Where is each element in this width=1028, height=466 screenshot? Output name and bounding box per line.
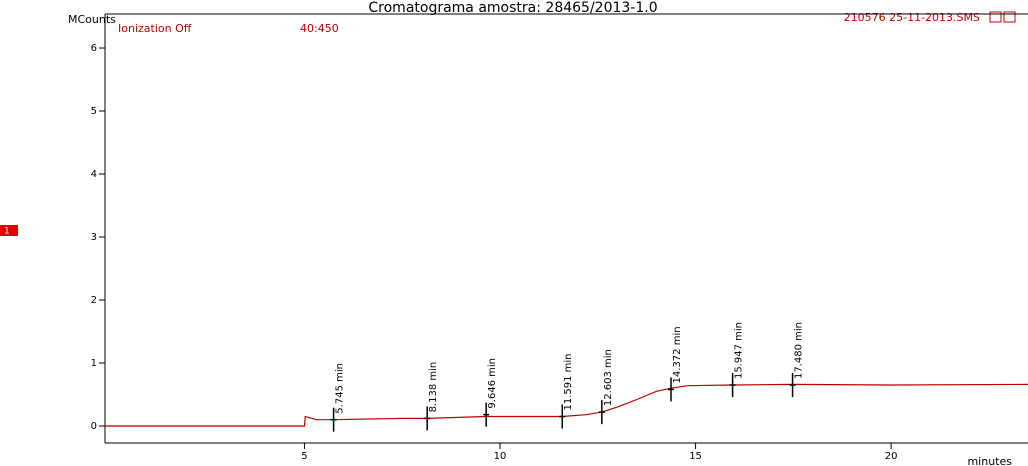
peak-label: 11.591 min [563,354,574,411]
peak-marker [668,377,675,402]
ionization-note: Ionization Off [118,22,192,35]
y-tick-label: 2 [91,295,97,306]
trace-marker: 1 [4,227,10,237]
trace-marker-box [0,225,18,236]
y-tick-label: 5 [91,106,97,117]
x-tick-label: 15 [689,451,702,462]
x-tick-label: 5 [301,451,307,462]
peak-label: 5.745 min [335,363,346,414]
restore-button[interactable] [989,11,1002,23]
y-tick-label: 0 [91,421,97,432]
file-name: 210576 25-11-2013.SMS [844,11,980,24]
y-tick-label: 4 [91,169,97,180]
peak-label: 17.480 min [794,322,805,379]
x-tick-label: 20 [885,451,898,462]
x-axis-label: minutes [967,455,1012,466]
peak-label: 15.947 min [734,322,745,379]
peak-marker [424,406,431,431]
peak-marker [330,407,337,432]
peak-marker [789,373,796,398]
peak-label: 14.372 min [672,326,683,383]
y-axis-label: MCounts [68,13,116,26]
peak-marker [729,373,736,398]
chromatogram-line [105,383,1028,427]
close-button[interactable] [1003,11,1016,23]
y-tick-label: 3 [91,232,97,243]
x-tick-label: 10 [494,451,507,462]
peak-label: 8.138 min [428,362,439,413]
peak-marker [483,402,490,427]
peak-marker [598,400,605,425]
chart-title: Cromatograma amostra: 28465/2013-1.0 [368,0,657,16]
mass-range: 40:450 [300,22,339,35]
peak-label: 9.646 min [487,358,498,409]
peak-label: 12.603 min [603,349,614,406]
peak-marker [559,404,566,429]
y-tick-label: 6 [91,43,97,54]
y-tick-label: 1 [91,358,97,369]
